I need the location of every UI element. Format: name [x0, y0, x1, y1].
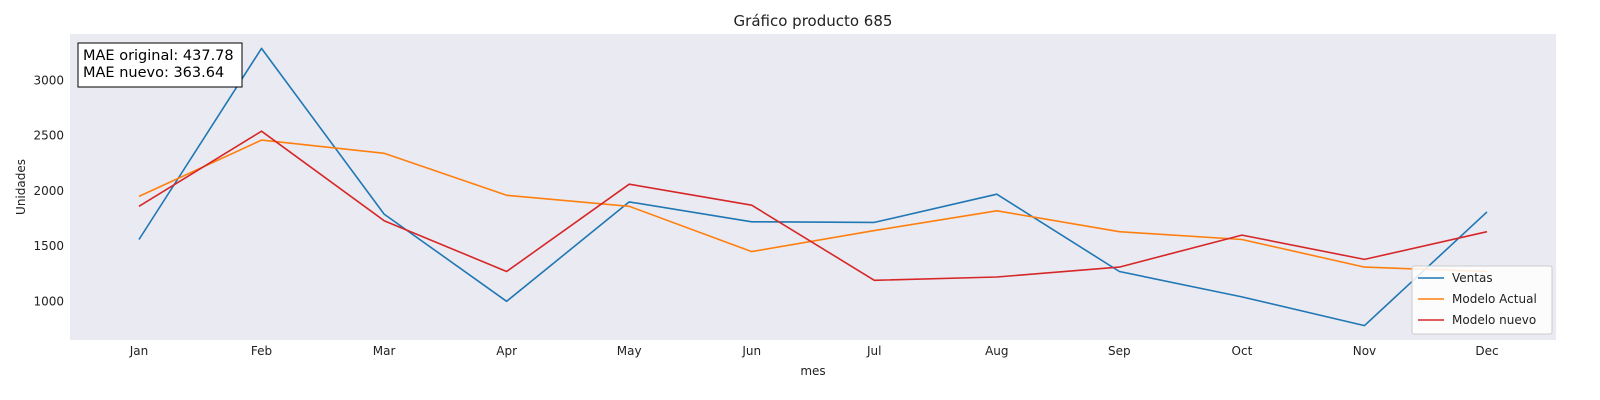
mae-annotation-box — [77, 42, 243, 88]
x-tick-label: Jul — [866, 344, 881, 358]
series-line-modelo-actual — [138, 139, 1488, 273]
y-tick-label: 2500 — [33, 129, 64, 143]
series-line-modelo-nuevo — [138, 130, 1488, 282]
x-tick-label: Nov — [1353, 344, 1376, 358]
x-tick-label: Feb — [251, 344, 272, 358]
chart-title: Gráfico producto 685 — [734, 12, 893, 30]
legend-box — [1411, 265, 1553, 335]
x-tick-label: Dec — [1475, 344, 1498, 358]
x-tick-label: Apr — [496, 344, 517, 358]
series-line-ventas — [138, 47, 1488, 327]
legend-label: Modelo nuevo — [1452, 313, 1536, 327]
mae-annotation-line: MAE nuevo: 363.64 — [83, 65, 224, 81]
y-tick-label: 1000 — [33, 294, 64, 308]
x-tick-label: Sep — [1108, 344, 1131, 358]
legend-label: Ventas — [1452, 271, 1493, 285]
mae-annotation-line: MAE original: 437.78 — [83, 48, 234, 64]
x-axis-title: mes — [800, 364, 825, 378]
y-tick-label: 2000 — [33, 184, 64, 198]
x-tick-label: Mar — [373, 344, 396, 358]
legend-label: Modelo Actual — [1452, 292, 1537, 306]
y-tick-label: 3000 — [33, 73, 64, 87]
x-tick-label: Jun — [741, 344, 761, 358]
x-tick-label: May — [617, 344, 642, 358]
y-axis-title: Unidades — [14, 159, 28, 215]
x-tick-label: Oct — [1232, 344, 1253, 358]
plot-area — [70, 34, 1556, 340]
x-tick-label: Jan — [129, 344, 149, 358]
y-tick-label: 1500 — [33, 239, 64, 253]
x-tick-label: Aug — [985, 344, 1008, 358]
